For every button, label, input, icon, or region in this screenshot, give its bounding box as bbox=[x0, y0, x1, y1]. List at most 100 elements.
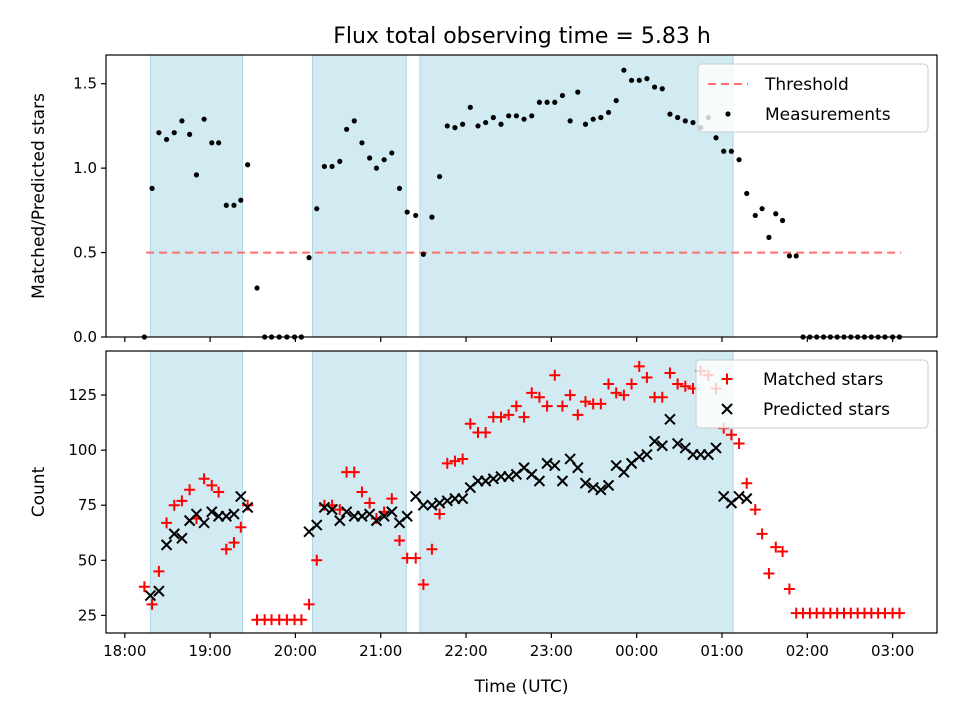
measurement-point bbox=[420, 251, 426, 257]
matched-star-point bbox=[770, 541, 782, 553]
observing-span bbox=[419, 54, 734, 338]
measurement-point bbox=[475, 123, 481, 129]
observing-span bbox=[149, 54, 244, 338]
matched-star-point bbox=[518, 411, 530, 423]
measurement-point bbox=[736, 157, 742, 163]
matched-star-point bbox=[364, 497, 376, 509]
measurement-point bbox=[254, 285, 260, 291]
predicted-star-point bbox=[533, 475, 546, 487]
legend-top: Threshold Measurements bbox=[697, 63, 929, 133]
y-tick-label: 100 bbox=[68, 441, 97, 459]
legend-measurements-swatch bbox=[725, 111, 731, 117]
observing-span bbox=[311, 54, 407, 338]
measurement-point bbox=[163, 136, 170, 143]
matched-star-point bbox=[441, 457, 453, 469]
measurement-point bbox=[590, 116, 596, 122]
measurement-point bbox=[452, 125, 458, 131]
measurement-point bbox=[544, 99, 550, 105]
predicted-star-point bbox=[235, 490, 247, 503]
measurement-point bbox=[621, 67, 627, 73]
predicted-star-point bbox=[176, 532, 188, 544]
chart-title: Flux total observing time = 5.83 h bbox=[333, 24, 711, 49]
y-axis-label: Matched/Predicted stars bbox=[29, 93, 49, 299]
matched-star-point bbox=[146, 598, 158, 610]
predicted-star-point bbox=[144, 589, 157, 602]
legend-measurements-label: Measurements bbox=[765, 105, 891, 125]
measurement-point bbox=[793, 253, 799, 259]
legend-threshold-label: Threshold bbox=[764, 75, 849, 95]
x-tick-label: 18:00 bbox=[103, 642, 146, 660]
matched-star-point bbox=[541, 400, 553, 412]
predicted-star-point bbox=[401, 510, 413, 522]
measurement-point bbox=[216, 140, 222, 146]
matched-star-point bbox=[457, 453, 469, 465]
legend-predicted-label: Predicted stars bbox=[763, 400, 890, 420]
measurement-point bbox=[613, 97, 619, 104]
x-tick-label: 23:00 bbox=[530, 642, 573, 660]
predicted-star-point bbox=[741, 492, 753, 505]
legend-box bbox=[695, 359, 929, 429]
measurement-point bbox=[529, 113, 535, 119]
measurement-point bbox=[575, 89, 581, 95]
x-tick-label: 20:00 bbox=[274, 642, 317, 660]
measurement-point bbox=[636, 77, 642, 83]
matched-star-point bbox=[595, 398, 607, 410]
measurement-point bbox=[429, 214, 435, 220]
x-tick-label: 02:00 bbox=[786, 642, 829, 660]
predicted-star-point bbox=[326, 503, 338, 516]
predicted-star-point bbox=[579, 477, 592, 489]
matched-star-point bbox=[356, 486, 368, 498]
measurement-point bbox=[490, 114, 496, 121]
measurement-point bbox=[351, 118, 357, 124]
predicted-star-point bbox=[378, 510, 390, 522]
predicted-star-point bbox=[160, 539, 173, 551]
matched-star-point bbox=[664, 367, 676, 379]
y-tick-label: 0.5 bbox=[73, 244, 97, 262]
measurement-point bbox=[381, 157, 387, 163]
top-panel: 0.0 0.5 1.0 1.5 Matched/Predicted stars Thres… bbox=[29, 54, 938, 346]
predicted-star-point bbox=[241, 501, 254, 514]
measurement-point bbox=[321, 163, 328, 170]
matched-star-point bbox=[480, 427, 492, 439]
matched-star-point bbox=[220, 543, 232, 555]
measurement-point bbox=[245, 162, 251, 168]
matched-star-point bbox=[153, 565, 165, 577]
measurement-point bbox=[444, 123, 450, 129]
matched-star-point bbox=[741, 477, 753, 489]
x-tick-label: 19:00 bbox=[188, 642, 231, 660]
y-tick-label: 1.0 bbox=[73, 159, 97, 177]
measurement-point bbox=[359, 140, 365, 146]
matched-star-point bbox=[426, 543, 438, 555]
measurement-point bbox=[744, 190, 750, 197]
measurement-point bbox=[343, 126, 350, 132]
x-axis-label: Time (UTC) bbox=[474, 677, 569, 697]
predicted-star-point bbox=[340, 506, 353, 518]
measurement-point bbox=[329, 163, 335, 170]
measurement-point bbox=[773, 211, 779, 217]
matched-star-point bbox=[311, 554, 323, 566]
predicted-star-point bbox=[549, 459, 561, 472]
measurement-point bbox=[536, 99, 543, 105]
matched-star-point bbox=[235, 521, 247, 533]
predicted-star-point bbox=[153, 585, 165, 597]
y-tick-label: 75 bbox=[78, 496, 97, 514]
matched-star-point bbox=[348, 466, 360, 478]
matched-star-point bbox=[206, 479, 218, 491]
matched-star-point bbox=[184, 484, 196, 496]
plot-frame bbox=[105, 54, 938, 338]
matched-star-point bbox=[510, 400, 522, 412]
matched-star-point bbox=[303, 598, 315, 610]
y-tick-label: 50 bbox=[78, 551, 97, 569]
matched-star-point bbox=[756, 528, 768, 540]
y-tick-label: 125 bbox=[68, 386, 97, 404]
measurement-point bbox=[389, 150, 395, 156]
y-tick-label: 1.5 bbox=[73, 75, 97, 93]
matched-star-point bbox=[725, 429, 737, 441]
measurement-point bbox=[306, 255, 312, 261]
matched-star-point bbox=[626, 378, 638, 390]
measurement-point bbox=[582, 121, 589, 127]
y-tick-label: 25 bbox=[78, 606, 97, 624]
matched-star-point bbox=[393, 534, 405, 546]
measurement-point bbox=[396, 185, 403, 192]
matched-star-point bbox=[138, 581, 150, 593]
